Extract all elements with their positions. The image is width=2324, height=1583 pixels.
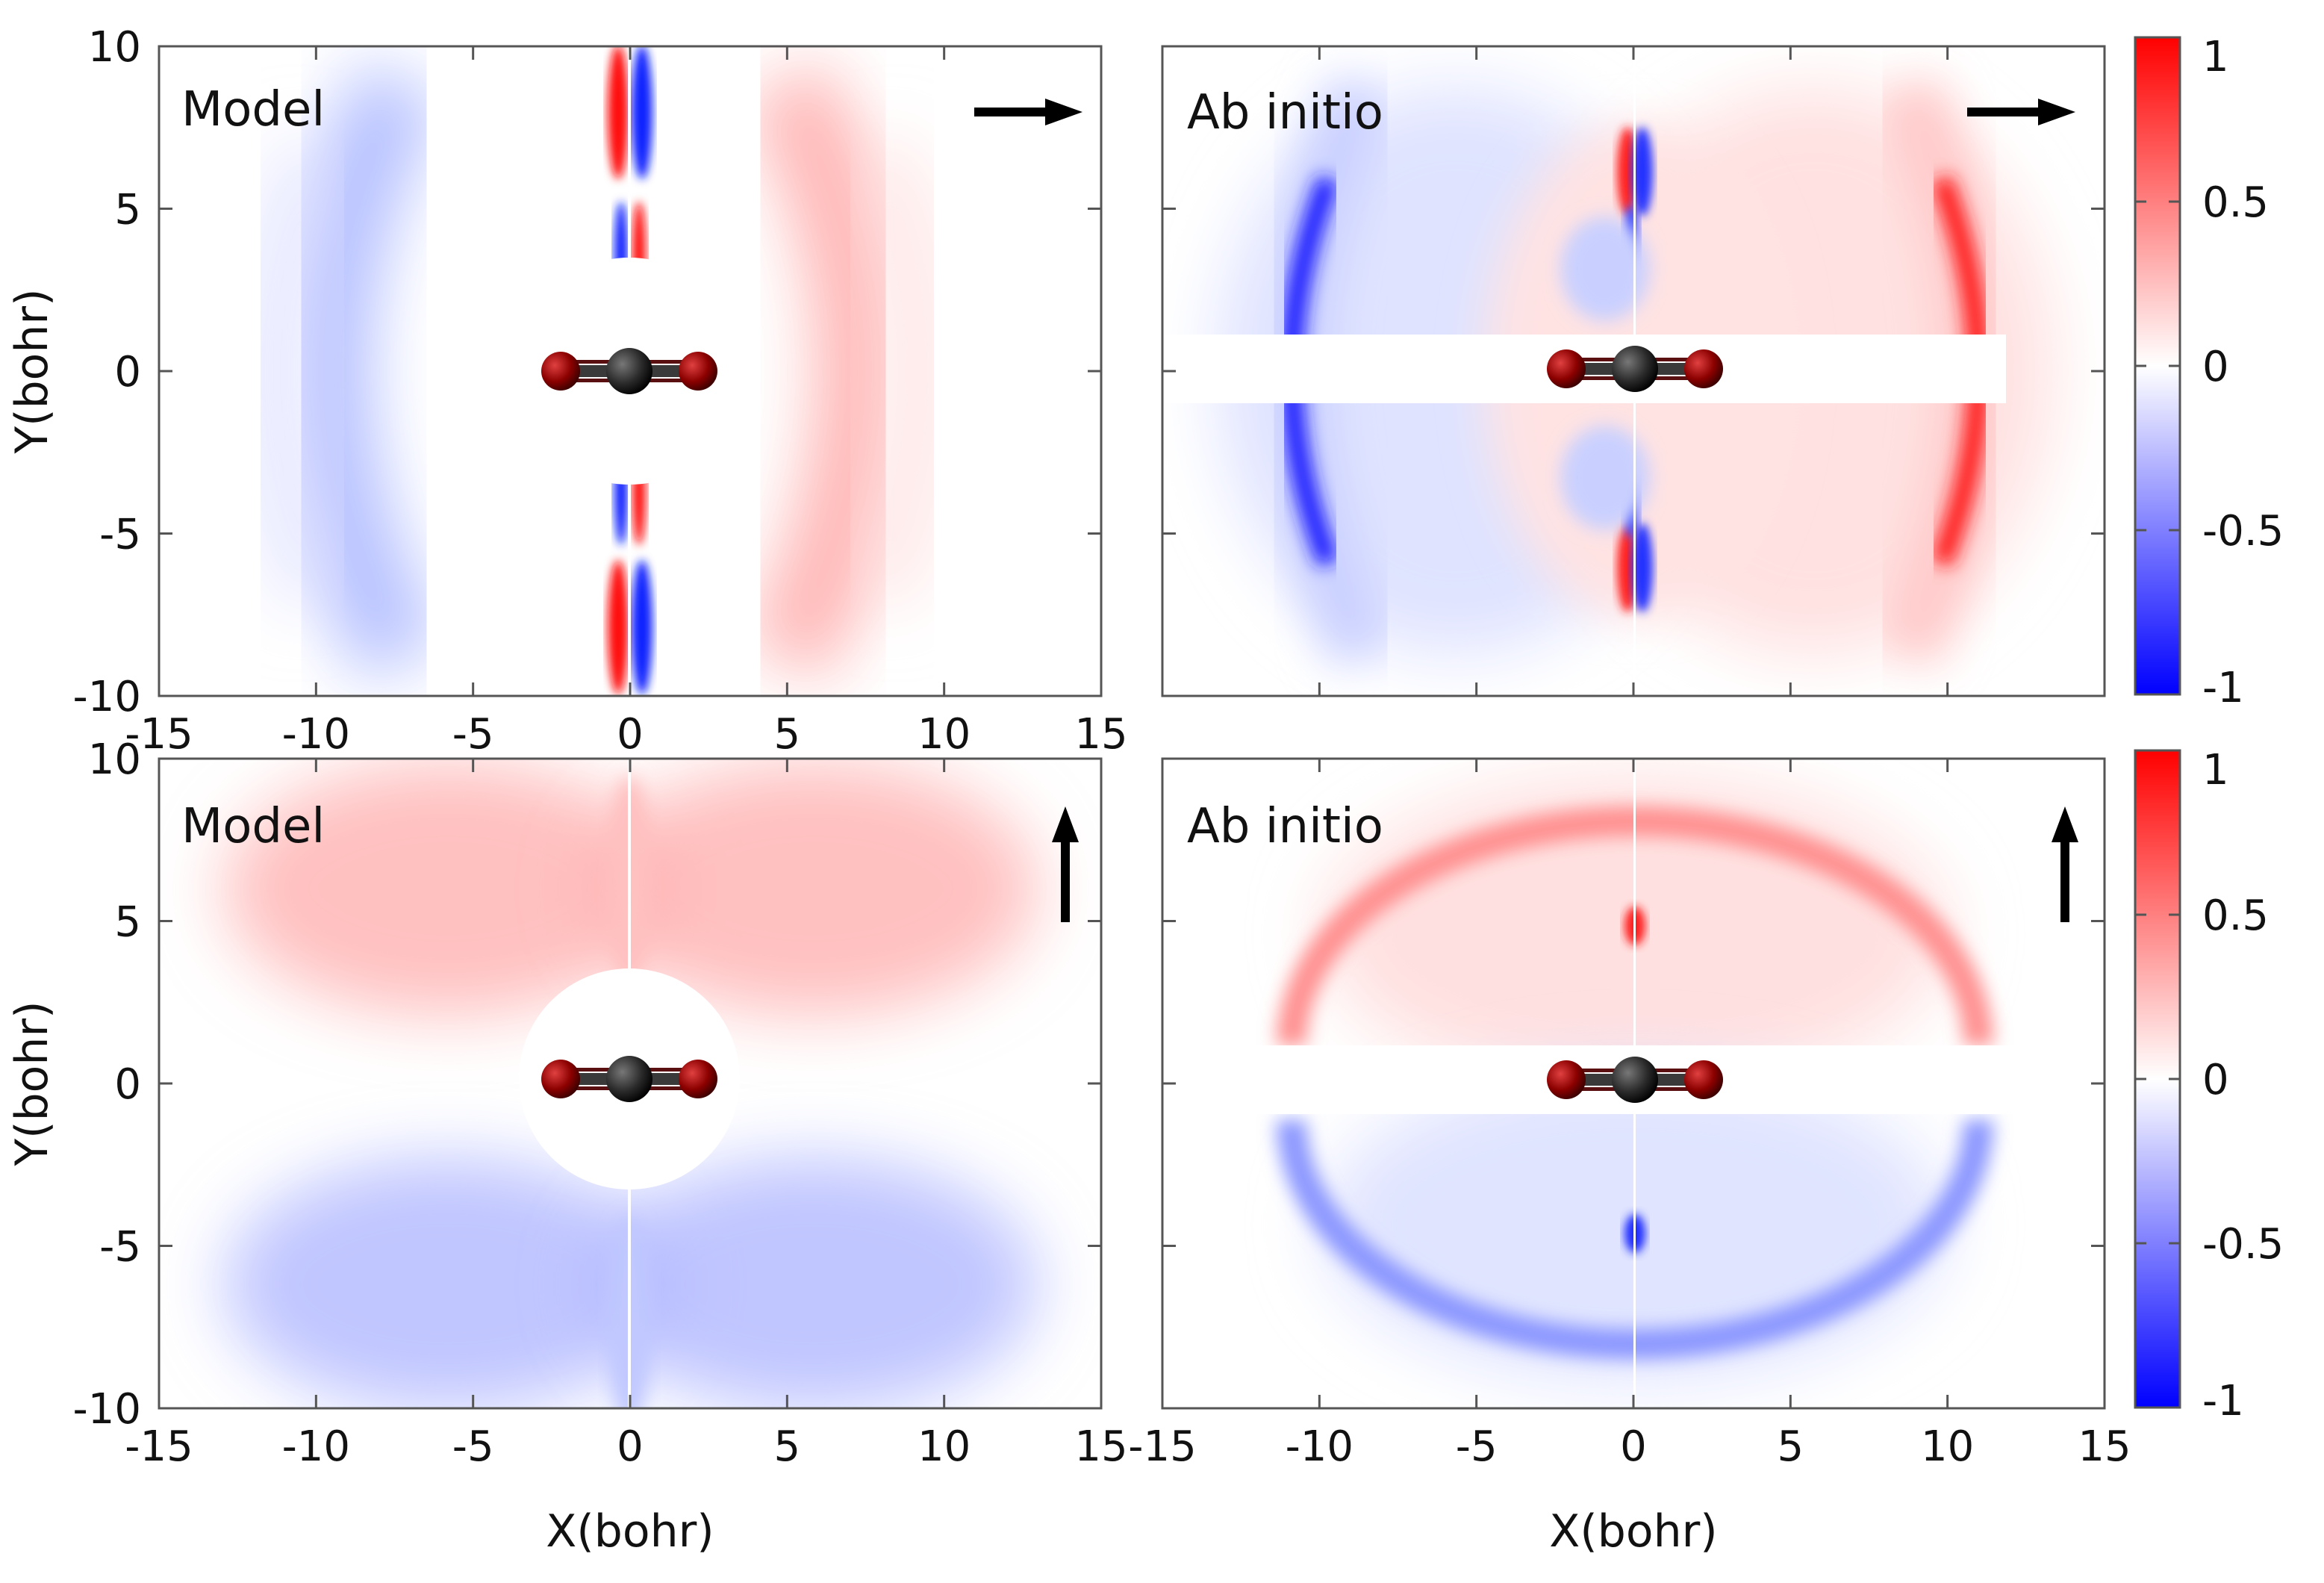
y-tick-label: -10 bbox=[73, 1385, 141, 1434]
panel-bottom-right: Ab initio bbox=[1161, 757, 2106, 1410]
x-tick-label: 5 bbox=[774, 1422, 801, 1471]
y-tick-label: 0 bbox=[114, 1060, 141, 1109]
heatmap-top-right bbox=[1162, 46, 2105, 696]
panel-top-left: Model bbox=[158, 45, 1103, 697]
colorbar-tick-label: -0.5 bbox=[2202, 507, 2284, 556]
x-tick-label: 0 bbox=[1620, 1422, 1647, 1471]
y-tick-label: -5 bbox=[99, 1223, 141, 1272]
panel-label-ab-initio: Ab initio bbox=[1187, 799, 1383, 854]
panel-label-ab-initio: Ab initio bbox=[1187, 85, 1383, 140]
x-tick-label: 10 bbox=[1921, 1422, 1974, 1471]
colorbar-tick-label: 0.5 bbox=[2202, 892, 2269, 940]
co2-molecule-icon bbox=[1547, 346, 1723, 392]
y-tick-label: 5 bbox=[114, 898, 141, 947]
co2-molecule-icon bbox=[541, 348, 717, 394]
colorbar-tick-label: 1 bbox=[2202, 33, 2229, 81]
y-tick-label: 0 bbox=[114, 348, 141, 396]
x-tick-label: -10 bbox=[1286, 1422, 1353, 1471]
colorbar-tick-label: 0 bbox=[2202, 1056, 2229, 1104]
x-tick-label: 15 bbox=[1074, 710, 1127, 759]
co2-molecule-icon bbox=[1547, 1057, 1723, 1103]
colorbar-tick-label: -0.5 bbox=[2202, 1220, 2284, 1269]
x-tick-label: -15 bbox=[125, 710, 193, 759]
x-tick-label: -5 bbox=[1456, 1422, 1498, 1471]
x-tick-label: -5 bbox=[452, 1422, 494, 1471]
y-tick-label: -5 bbox=[99, 511, 141, 559]
x-tick-label: 10 bbox=[918, 1422, 971, 1471]
heatmap-bottom-left bbox=[224, 759, 1038, 1408]
arrow-right-icon bbox=[974, 99, 1082, 125]
y-tick-label: 10 bbox=[88, 23, 141, 72]
x-tick-label: 0 bbox=[617, 1422, 644, 1471]
x-tick-label: 5 bbox=[774, 710, 801, 759]
x-tick-label: -10 bbox=[282, 710, 350, 759]
x-tick-label: 15 bbox=[2078, 1422, 2131, 1471]
y-tick-label: 10 bbox=[88, 735, 141, 784]
colorbar-tick-label: -1 bbox=[2202, 1377, 2244, 1425]
colorbar-tick-label: 0 bbox=[2202, 343, 2229, 391]
y-tick-label: 5 bbox=[114, 186, 141, 234]
panel-bottom-left: Model bbox=[158, 757, 1103, 1410]
colorbar-tick-label: 0.5 bbox=[2202, 178, 2269, 227]
x-tick-label: -15 bbox=[1128, 1422, 1196, 1471]
x-tick-label: 15 bbox=[1074, 1422, 1127, 1471]
arrow-right-icon bbox=[1967, 99, 2075, 125]
x-tick-label: 0 bbox=[617, 710, 644, 759]
arrow-up-icon bbox=[2052, 806, 2078, 922]
colorbar-tick-label: 1 bbox=[2202, 746, 2229, 794]
y-tick-label: -10 bbox=[73, 673, 141, 721]
co2-molecule-icon bbox=[541, 1056, 717, 1102]
x-tick-label: -15 bbox=[125, 1422, 193, 1471]
colorbar-tick-label: -1 bbox=[2202, 664, 2244, 712]
y-axis-title: Y(bohr) bbox=[6, 289, 58, 455]
panel-label-model: Model bbox=[181, 799, 325, 854]
panel-label-top-left: Model bbox=[181, 82, 325, 137]
x-tick-label: -5 bbox=[452, 710, 494, 759]
arrow-up-icon bbox=[1052, 806, 1079, 922]
y-axis-title: Y(bohr) bbox=[6, 1001, 58, 1167]
x-axis-title: X(bohr) bbox=[1549, 1505, 1717, 1558]
x-tick-label: 5 bbox=[1778, 1422, 1804, 1471]
x-axis-title: X(bohr) bbox=[546, 1505, 714, 1558]
x-tick-label: 10 bbox=[918, 710, 971, 759]
x-tick-label: -10 bbox=[282, 1422, 350, 1471]
panel-top-right: Ab initio bbox=[1161, 45, 2106, 697]
panel-label-model: Model bbox=[181, 82, 325, 137]
